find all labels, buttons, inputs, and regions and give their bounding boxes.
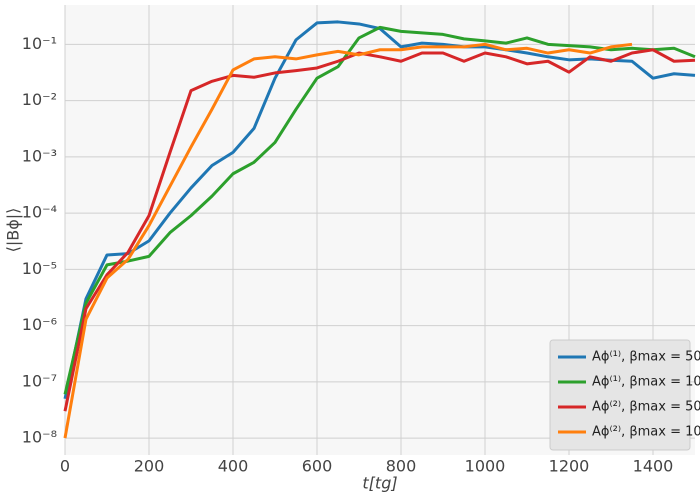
x-tick-label: 1000 <box>465 457 506 476</box>
legend-label: Aϕ⁽²⁾, βmax = 100 <box>592 425 700 440</box>
legend: Aϕ⁽¹⁾, βmax = 50 Aϕ⁽¹⁾, βmax = 100 Aϕ⁽²⁾, … <box>549 339 700 451</box>
y-tick-label: 10⁻¹ <box>22 34 57 53</box>
x-tick-label: 400 <box>218 457 249 476</box>
y-tick-label: 10⁻⁸ <box>22 428 57 447</box>
y-tick-label: 10⁻³ <box>22 146 57 165</box>
line <box>63 42 633 439</box>
y-tick-label: 10⁻² <box>22 90 57 109</box>
x-tick-label: 600 <box>302 457 333 476</box>
x-tick-label: 1400 <box>633 457 674 476</box>
line <box>63 25 696 395</box>
legend-label: Aϕ⁽¹⁾, βmax = 100 <box>592 375 700 390</box>
x-tick-label: 800 <box>386 457 417 476</box>
y-tick-label: 10⁻⁴ <box>22 203 57 222</box>
y-tick-label: 10⁻⁵ <box>22 259 57 278</box>
x-tick-label: 0 <box>60 457 70 476</box>
y-axis-label: ⟨|Bϕ|⟩ <box>4 208 23 253</box>
line <box>63 48 696 412</box>
x-tick-label: 200 <box>134 457 165 476</box>
y-tick-label: 10⁻⁶ <box>22 315 57 334</box>
y-tick-label: 10⁻⁷ <box>22 371 57 390</box>
legend-label: Aϕ⁽¹⁾, βmax = 50 <box>592 350 700 365</box>
legend-box <box>549 339 691 451</box>
legend-label: Aϕ⁽²⁾, βmax = 50 <box>592 400 700 415</box>
x-tick-label: 1200 <box>549 457 590 476</box>
x-axis-label: t[tg] <box>362 474 397 493</box>
